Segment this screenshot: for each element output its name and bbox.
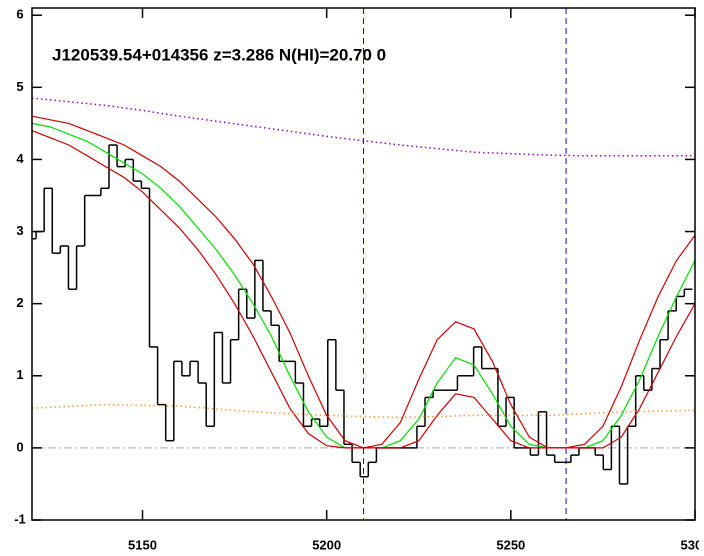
x-tick-label: 5200 (312, 537, 341, 552)
edge-mask (699, 530, 704, 556)
dotted-curve (32, 97, 695, 157)
y-tick-label: 0 (16, 439, 23, 454)
y-tick-label: 1 (16, 367, 23, 382)
fit-curve (32, 130, 695, 449)
y-tick-label: 6 (16, 7, 23, 22)
y-tick-label: 5 (16, 79, 23, 94)
x-tick-label: 5250 (496, 537, 525, 552)
y-tick-label: 3 (16, 223, 23, 238)
y-tick-label: 2 (16, 295, 23, 310)
x-tick-label: 5300 (681, 537, 704, 552)
annotation: J120539.54+014356 z=3.286 N(HI)=20.70 0 (52, 45, 386, 64)
plot-frame (31, 7, 696, 521)
y-tick-label: 4 (16, 151, 24, 166)
plot-area (32, 8, 695, 520)
y-tick-label: -1 (14, 511, 26, 526)
x-tick-label: 5150 (128, 537, 157, 552)
